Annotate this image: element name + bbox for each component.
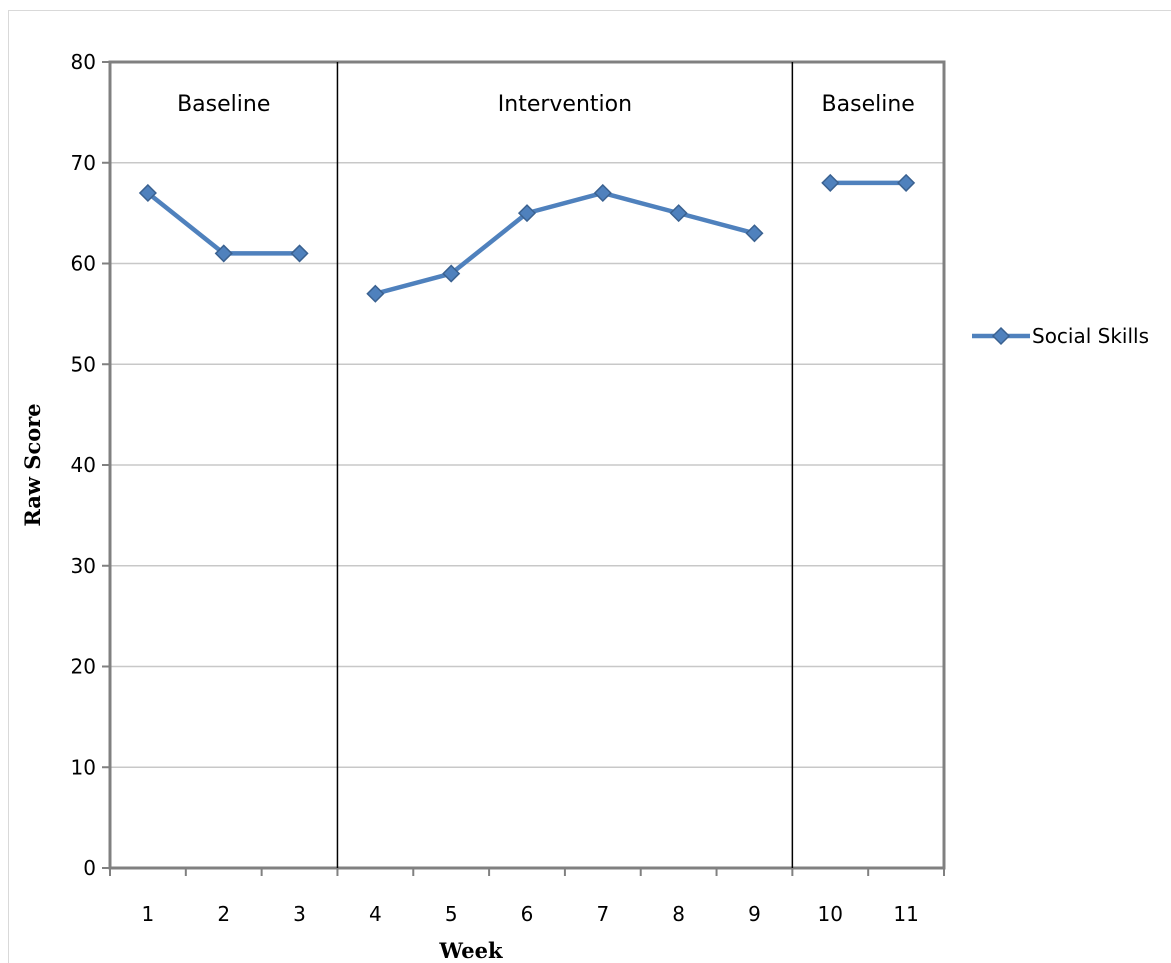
data-point-marker	[366, 284, 385, 303]
y-tick-label: 50	[71, 352, 96, 376]
y-axis-title: Raw Score	[20, 403, 45, 526]
y-tick-label: 20	[71, 655, 96, 679]
y-tick-label: 80	[71, 50, 96, 74]
phase-label: Baseline	[822, 92, 915, 117]
data-point-marker	[593, 183, 612, 203]
phase-label: Baseline	[177, 92, 270, 117]
data-point-marker	[745, 224, 764, 243]
phase-dividers: Baseline Intervention Baseline	[177, 62, 915, 868]
legend-swatch-marker	[991, 326, 1011, 346]
x-tick-label: 11	[893, 902, 918, 926]
x-tick-label: 5	[445, 902, 458, 926]
series-line	[145, 190, 302, 256]
data-point-marker	[669, 204, 688, 223]
data-point-marker	[821, 173, 840, 192]
x-tick-label: 9	[748, 902, 761, 926]
data-point-marker	[442, 264, 461, 283]
y-tick-label: 60	[71, 252, 96, 276]
data-point-marker	[214, 244, 233, 263]
x-tick-label: 7	[596, 902, 609, 926]
data-point-marker	[138, 183, 157, 203]
chart-frame	[8, 10, 1171, 963]
gridlines	[110, 162, 944, 768]
x-tick-label: 6	[521, 902, 534, 926]
x-tick-label: 2	[217, 902, 230, 926]
x-tick-label: 1	[142, 902, 155, 926]
x-tick-label: 3	[293, 902, 306, 926]
y-tick-label: 10	[71, 755, 96, 779]
series-line	[373, 190, 757, 296]
series-layer	[138, 173, 916, 303]
data-point-marker	[290, 244, 309, 263]
phase-label: Intervention	[498, 92, 632, 117]
legend: Social Skills	[972, 324, 1149, 348]
y-tick-label: 0	[83, 856, 96, 880]
axes: 0 10 20 30 40 50 60 70 80 1 2 3 4 5 6 7 8 9 10 11	[71, 50, 945, 926]
y-tick-label: 40	[71, 453, 96, 477]
x-tick-label: 4	[369, 902, 382, 926]
data-point-marker	[517, 204, 537, 223]
data-point-marker	[897, 173, 916, 192]
y-tick-label: 30	[71, 554, 96, 578]
legend-label: Social Skills	[1032, 324, 1149, 348]
x-tick-label: 8	[672, 902, 685, 926]
y-tick-label: 70	[71, 151, 96, 175]
x-axis-title: Week	[438, 938, 503, 963]
x-tick-label: 10	[818, 902, 843, 926]
